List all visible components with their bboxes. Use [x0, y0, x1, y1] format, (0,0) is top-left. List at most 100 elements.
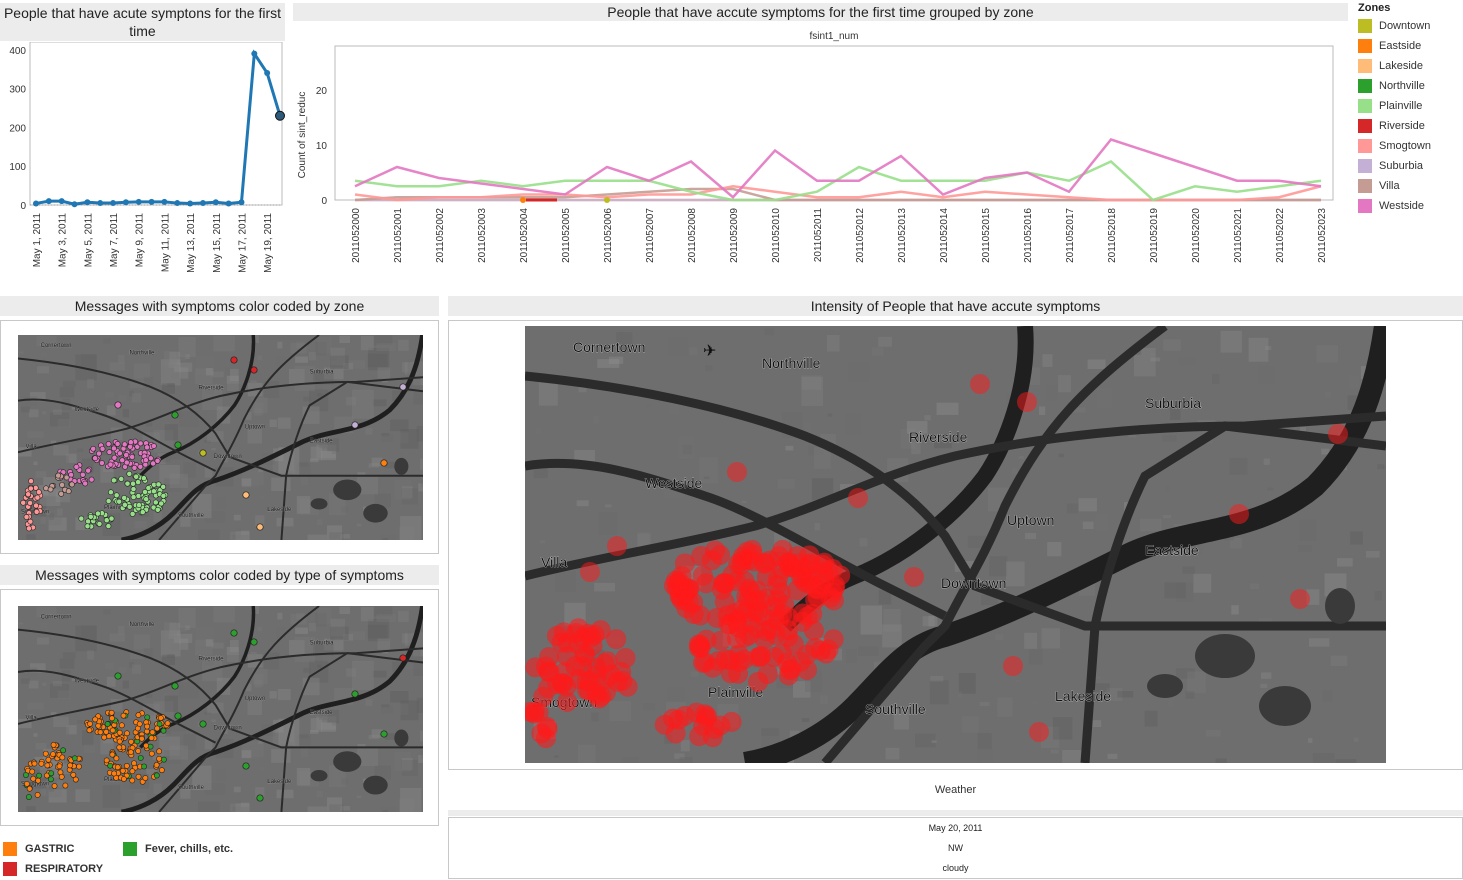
intensity-point — [970, 374, 990, 394]
zone-legend-item-northville[interactable]: Northville — [1358, 76, 1458, 96]
map-type-texture-block — [339, 805, 350, 811]
fever-message-point — [23, 772, 29, 778]
gastric-message-point — [123, 762, 130, 769]
map-zone-texture-block — [118, 395, 126, 402]
zone-x-tick-label: 2011052000 — [351, 208, 362, 263]
zone-legend-item-lakeside[interactable]: Lakeside — [1358, 56, 1458, 76]
zone-legend-item-downtown[interactable]: Downtown — [1358, 16, 1458, 36]
zone-legend-item-eastside[interactable]: Eastside — [1358, 36, 1458, 56]
heatmap-texture-block — [924, 415, 931, 421]
zone-message-point — [114, 401, 122, 409]
fever-message-point — [104, 721, 111, 727]
zone-x-tick-label: 2011052019 — [1149, 208, 1160, 263]
heatmap-label-northville: Northville — [762, 355, 821, 371]
map-zone-texture-block — [303, 396, 311, 402]
map-zone-texture-block — [59, 387, 75, 398]
map-type-texture-block — [330, 618, 346, 637]
map-zone-highway — [280, 380, 423, 540]
map-type-texture-block — [20, 678, 30, 684]
map-type-texture-block — [329, 804, 344, 812]
zone-message-point — [108, 515, 115, 522]
gastric-message-point — [120, 776, 127, 782]
zone-legend-item-riverside[interactable]: Riverside — [1358, 116, 1458, 136]
map-type-texture-block — [241, 746, 261, 760]
map-type-texture-block — [80, 625, 97, 640]
zone-legend-item-suburbia[interactable]: Suburbia — [1358, 156, 1458, 176]
map-zone-texture-block — [204, 511, 225, 523]
heatmap-texture-block — [609, 700, 631, 722]
heatmap-texture-block — [977, 732, 992, 750]
map-zone-texture-block — [183, 462, 197, 478]
zone-legend-label: Villa — [1379, 180, 1400, 192]
map-type-texture-block — [168, 634, 175, 639]
intensity-point — [811, 575, 832, 596]
map-type-texture-block — [250, 651, 256, 655]
zone-x-tick-label: 2011052009 — [729, 208, 740, 263]
heatmap-texture-block — [1261, 672, 1272, 679]
heatmap-texture-block — [668, 399, 680, 415]
intensity-point — [729, 651, 750, 672]
map-type-title: Messages with symptoms color coded by ty… — [0, 565, 439, 585]
map-zone-texture-block — [372, 399, 387, 407]
gastric-message-point — [119, 767, 126, 774]
zone-message-point — [129, 454, 136, 460]
zone-legend-item-plainville[interactable]: Plainville — [1358, 96, 1458, 116]
zone-x-tick-label: 2011052005 — [561, 208, 572, 263]
heatmap-texture-block — [1031, 700, 1039, 706]
map-type-texture-block — [178, 682, 199, 699]
map-type-texture-block — [118, 626, 125, 635]
heatmap-texture-block — [1168, 698, 1175, 708]
zone-series-smogtown — [354, 184, 1322, 202]
heatmap-texture-block — [906, 421, 928, 434]
map-zone-texture-block — [100, 464, 114, 483]
intensity-point — [590, 620, 611, 641]
map-zone-texture-block — [203, 440, 212, 443]
zone-legend-item-smogtown[interactable]: Smogtown — [1358, 136, 1458, 156]
map-zone-texture-block — [133, 363, 151, 379]
map-type-texture-block — [33, 733, 38, 737]
heatmap-texture-block — [1229, 457, 1248, 475]
heatmap-texture-block — [1094, 513, 1109, 532]
zone-message-point — [144, 444, 150, 451]
heatmap-texture-block — [964, 326, 969, 330]
map-zone-texture-block — [300, 475, 309, 486]
heatmap-texture-block — [1097, 388, 1112, 409]
heatmap-texture-block — [900, 428, 916, 449]
map-zone[interactable]: Cornertown Northville Riverside Suburbia Wes… — [18, 335, 423, 540]
map-type-texture-block — [144, 715, 156, 722]
intensity-point — [1029, 722, 1049, 742]
map-type-texture-block — [19, 622, 24, 625]
gastric-message-point — [109, 715, 115, 722]
map-zone-texture-block — [105, 391, 115, 398]
heatmap-map[interactable]: ✈ Cornertown Northville Riverside Suburbia We… — [525, 326, 1386, 763]
map-zone-texture-block — [168, 363, 175, 368]
heatmap-texture-block — [604, 504, 612, 508]
map-type-texture-block — [59, 658, 75, 669]
zone-legend-swatch — [1358, 79, 1372, 93]
zone-legend-item-westside[interactable]: Westside — [1358, 196, 1458, 216]
zone-x-tick-label: 2011052007 — [645, 208, 656, 263]
map-zone-texture-block — [46, 511, 51, 515]
map-type-texture-block — [398, 610, 409, 622]
zone-message-point — [137, 463, 144, 470]
x-tick-label: May 17, 2011 — [237, 213, 248, 273]
zone-message-point — [129, 511, 136, 517]
intensity-point — [535, 656, 556, 677]
heatmap-texture-block — [838, 515, 843, 521]
map-type-texture-block — [276, 627, 286, 638]
gastric-message-point — [103, 729, 110, 735]
map-type-texture-block — [224, 637, 232, 647]
map-zone-texture-block — [40, 516, 46, 524]
map-type-texture-block — [27, 702, 44, 710]
map-zone-texture-block — [143, 376, 153, 388]
zone-legend-item-villa[interactable]: Villa — [1358, 176, 1458, 196]
zone-y-tick-label: 0 — [321, 196, 327, 207]
zone-message-point — [105, 498, 112, 504]
heatmap-texture-block — [987, 497, 1004, 506]
map-type-texture-block — [46, 783, 51, 787]
map-type[interactable]: Cornertown Northville Riverside Suburbia Wes… — [18, 606, 423, 812]
gastric-message-point — [50, 741, 57, 748]
heatmap-texture-block — [1066, 503, 1079, 514]
map-type-texture-block — [174, 633, 193, 643]
intensity-point — [557, 691, 578, 712]
